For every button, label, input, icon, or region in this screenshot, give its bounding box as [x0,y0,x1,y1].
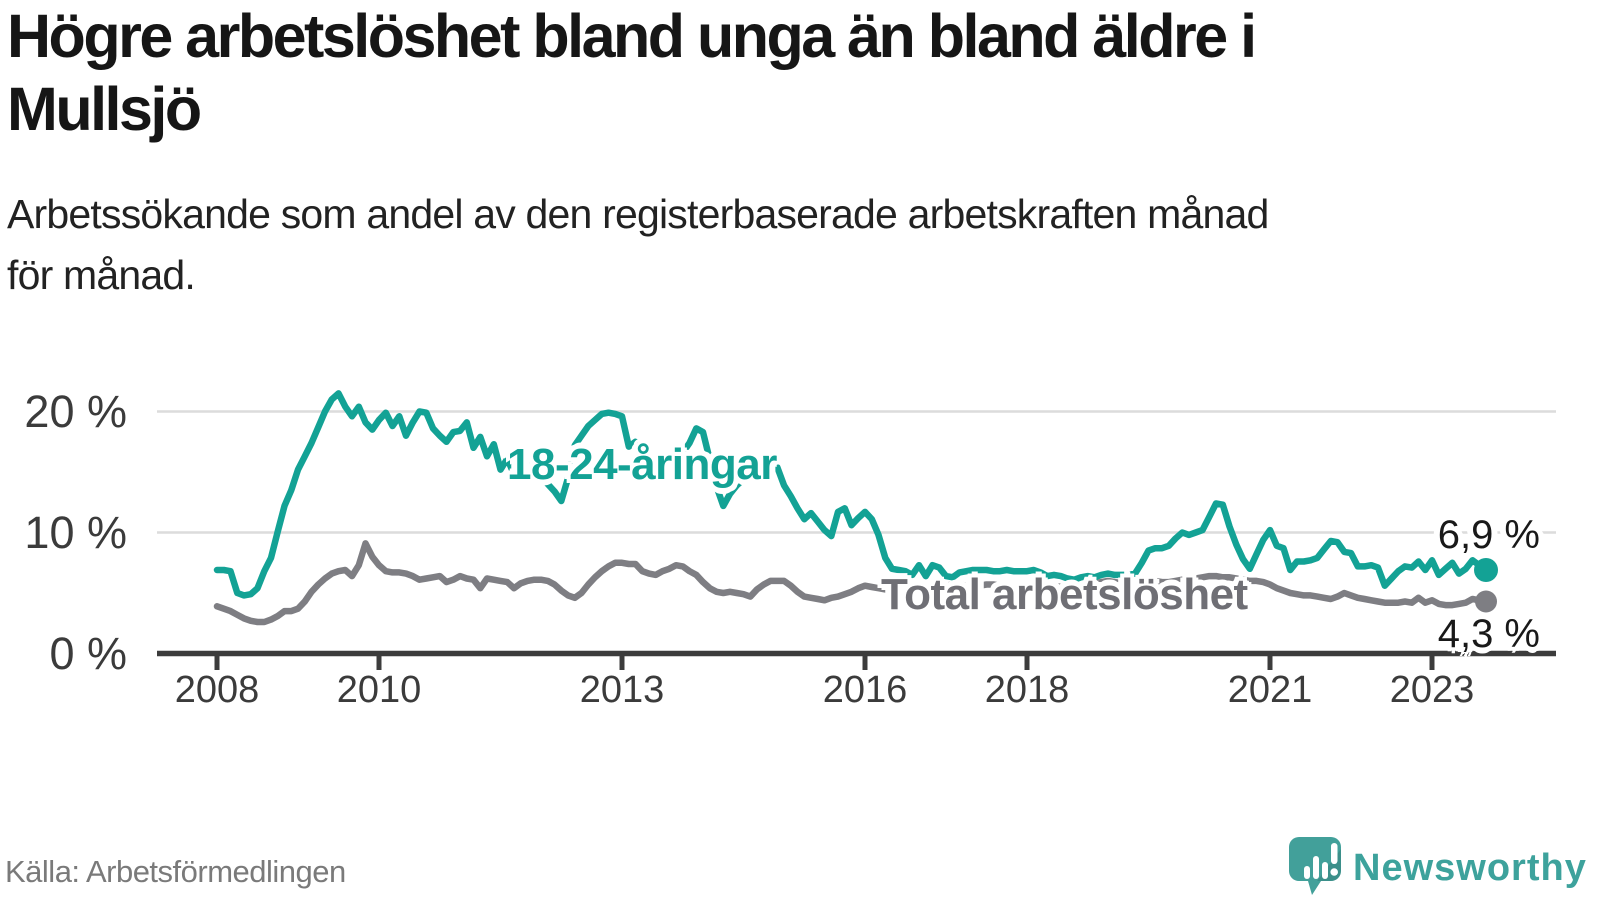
series-line-1 [213,540,1490,626]
y-tick-label-10: 10 % [24,507,127,558]
y-tick-label-0: 0 % [49,628,127,679]
end-value-label-young: 6,9 % [1437,513,1540,557]
x-tick-label-2013: 2013 [579,669,665,711]
logo-bar-1 [1304,866,1310,879]
newsworthy-logo-icon [1289,837,1341,895]
end-value-label-total: 4,3 % [1437,612,1540,656]
page-subtitle-line2: för månad. [7,252,196,298]
newsworthy-logo-text: Newsworthy [1353,847,1587,889]
x-tick-label-2016: 2016 [822,669,908,711]
series-end-dot-1 [1475,590,1497,613]
series-label-total: Total arbetslöshet [881,570,1248,619]
x-tick-label-2018: 2018 [984,669,1070,711]
source-caption: Källa: Arbetsförmedlingen [5,854,346,889]
series-end-dot-0 [1474,558,1498,582]
logo-exclamation-dot [1330,868,1338,876]
page-title-line2: Mullsjö [7,75,202,143]
page-title-line1: Högre arbetslöshet bland unga än bland ä… [7,2,1257,70]
y-tick-label-20: 20 % [24,386,127,437]
series-line-0 [213,390,1490,599]
logo-exclamation-bar [1331,843,1338,864]
page-subtitle-line1: Arbetssökande som andel av den registerb… [7,191,1269,237]
logo-bar-3 [1322,862,1328,879]
x-tick-label-2021: 2021 [1227,669,1313,711]
page-subtitle: Arbetssökande som andel av den registerb… [7,184,1567,306]
logo-bar-2 [1313,856,1319,879]
x-tick-label-2008: 2008 [174,669,260,711]
x-tick-label-2023: 2023 [1389,669,1475,711]
series-label-young: 18-24-åringar [507,440,777,489]
x-tick-label-2010: 2010 [336,669,422,711]
page-title: Högre arbetslöshet bland unga än bland ä… [7,0,1547,146]
